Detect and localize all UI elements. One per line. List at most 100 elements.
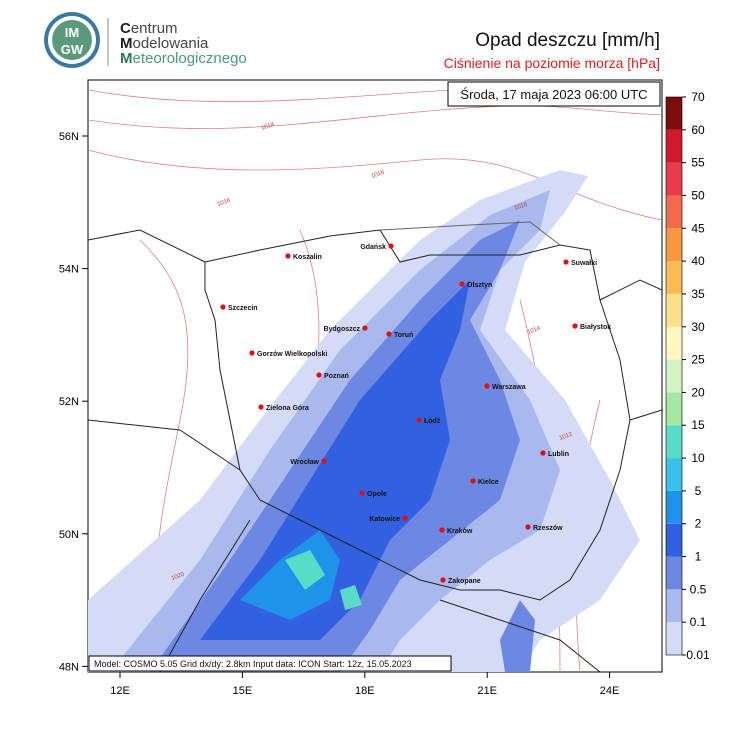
city-dot — [362, 325, 368, 331]
logo-badge-top: IM — [65, 25, 79, 40]
city-label: Toruń — [394, 332, 413, 339]
model-info: Model: COSMO 5.05 Grid dx/dy: 2.8km Inpu… — [94, 659, 412, 669]
colorbar-band — [666, 359, 682, 393]
city-dot — [470, 478, 476, 484]
isobar-label: 1014 — [527, 325, 542, 335]
colorbar-label: 15 — [691, 418, 705, 432]
logo-badge-bottom: GW — [61, 42, 84, 57]
colorbar-band — [666, 458, 682, 491]
colorbar-label: 40 — [691, 254, 705, 268]
city-dot — [540, 450, 546, 456]
city-dot — [439, 527, 445, 533]
colorbar-frame — [665, 96, 683, 656]
overlay: 56N 54N 52N 50N 48N 12E 15E 18E 21E 24E Koszalin Gd… — [59, 90, 710, 697]
city-dot — [220, 304, 226, 310]
isobar-label: 1016 — [514, 201, 529, 211]
city-label: Koszalin — [293, 254, 322, 261]
city-label: Katowice — [369, 516, 400, 523]
date-label: Środa, 17 maja 2023 06:00 UTC — [460, 87, 647, 102]
city-dot — [459, 281, 465, 287]
colorbar-band — [666, 392, 682, 426]
colorbar-label: 25 — [691, 353, 705, 367]
colorbar-band — [666, 129, 682, 163]
city-label: Bydgoszcz — [323, 326, 360, 333]
colorbar-band — [666, 523, 682, 557]
city-dot — [416, 417, 422, 423]
colorbar-band — [666, 261, 682, 294]
city-label: Gorzów Wielkopolski — [257, 351, 327, 358]
colorbar-label: 0.1 — [690, 615, 707, 629]
logo-word: Modelowania — [120, 35, 209, 52]
isobar-label: 1020 — [171, 571, 186, 581]
colorbar-label: 0.01 — [686, 648, 710, 662]
city-dot — [386, 331, 392, 337]
lat-tick-label: 50N — [59, 529, 79, 541]
city-label: Kielce — [478, 479, 499, 486]
colorbar-label: 10 — [691, 451, 705, 465]
city-dot — [572, 323, 578, 329]
city-label: Szczecin — [228, 305, 258, 312]
colorbar-band — [666, 425, 682, 459]
city-dot — [258, 404, 264, 410]
city-label: Lublin — [548, 451, 569, 458]
city-label: Zakopane — [448, 578, 481, 585]
colorbar-label: 50 — [691, 188, 705, 202]
city-label: Rzeszów — [533, 525, 563, 532]
colorbar-band — [666, 622, 682, 655]
city-dot — [285, 253, 291, 259]
city-dot — [525, 524, 531, 530]
city-dot — [249, 350, 255, 356]
colorbar-label: 0.5 — [690, 582, 707, 596]
city-label: Opole — [367, 491, 387, 498]
colorbar-band — [666, 195, 682, 229]
lon-tick-label: 18E — [355, 685, 375, 697]
city-label: Kraków — [447, 528, 473, 535]
borders — [88, 221, 662, 672]
city-dot — [316, 372, 322, 378]
city-dot — [484, 383, 490, 389]
colorbar-band — [666, 228, 682, 262]
colorbar-band — [666, 589, 682, 623]
isobar-label: 1016 — [371, 169, 386, 179]
colorbar-label: 2 — [695, 517, 702, 531]
city-label: Łódź — [424, 418, 441, 425]
colorbar-band — [666, 293, 682, 327]
precipitation — [88, 170, 640, 672]
colorbar-label: 55 — [691, 156, 705, 170]
city-dot — [402, 515, 408, 521]
lat-tick-label: 54N — [59, 264, 79, 276]
isobar-label: 1012 — [559, 431, 574, 441]
city-dot — [563, 259, 569, 265]
subtitle: Ciśnienie na poziomie morza [hPa] — [444, 55, 660, 71]
city-label: Białystok — [580, 324, 611, 331]
city-dot — [321, 458, 327, 464]
colorbar-label: 45 — [691, 221, 705, 235]
lon-tick-label: 21E — [477, 685, 497, 697]
logo-badge: IM GW — [44, 12, 109, 68]
colorbar-label: 30 — [691, 320, 705, 334]
colorbar-label: 1 — [695, 550, 702, 564]
isobar-label: 1014 — [261, 121, 276, 131]
city-label: Gdańsk — [360, 244, 386, 251]
colorbar-band — [666, 162, 682, 196]
lat-tick-label: 48N — [59, 661, 79, 673]
colorbar-label: 35 — [691, 287, 705, 301]
lon-tick-label: 12E — [110, 685, 130, 697]
city-label: Wrocław — [290, 459, 319, 466]
city-label: Poznań — [324, 373, 349, 380]
logo-word: Meteorologicznego — [120, 50, 247, 67]
city-dot — [359, 490, 365, 496]
colorbar-band — [666, 97, 682, 130]
city-dot — [388, 243, 394, 249]
map: Środa, 17 maja 2023 06:00 UTC Model: COS… — [87, 79, 663, 673]
isobar-label: 1018 — [217, 197, 232, 207]
lat-tick-label: 52N — [59, 396, 79, 408]
logo-word: Centrum — [120, 20, 178, 37]
lon-tick-label: 24E — [600, 685, 620, 697]
colorbar-band — [666, 556, 682, 590]
city-label: Warszawa — [492, 384, 526, 391]
city-label: Olsztyn — [467, 282, 492, 289]
lon-tick-label: 15E — [233, 685, 253, 697]
city-dot — [440, 577, 446, 583]
